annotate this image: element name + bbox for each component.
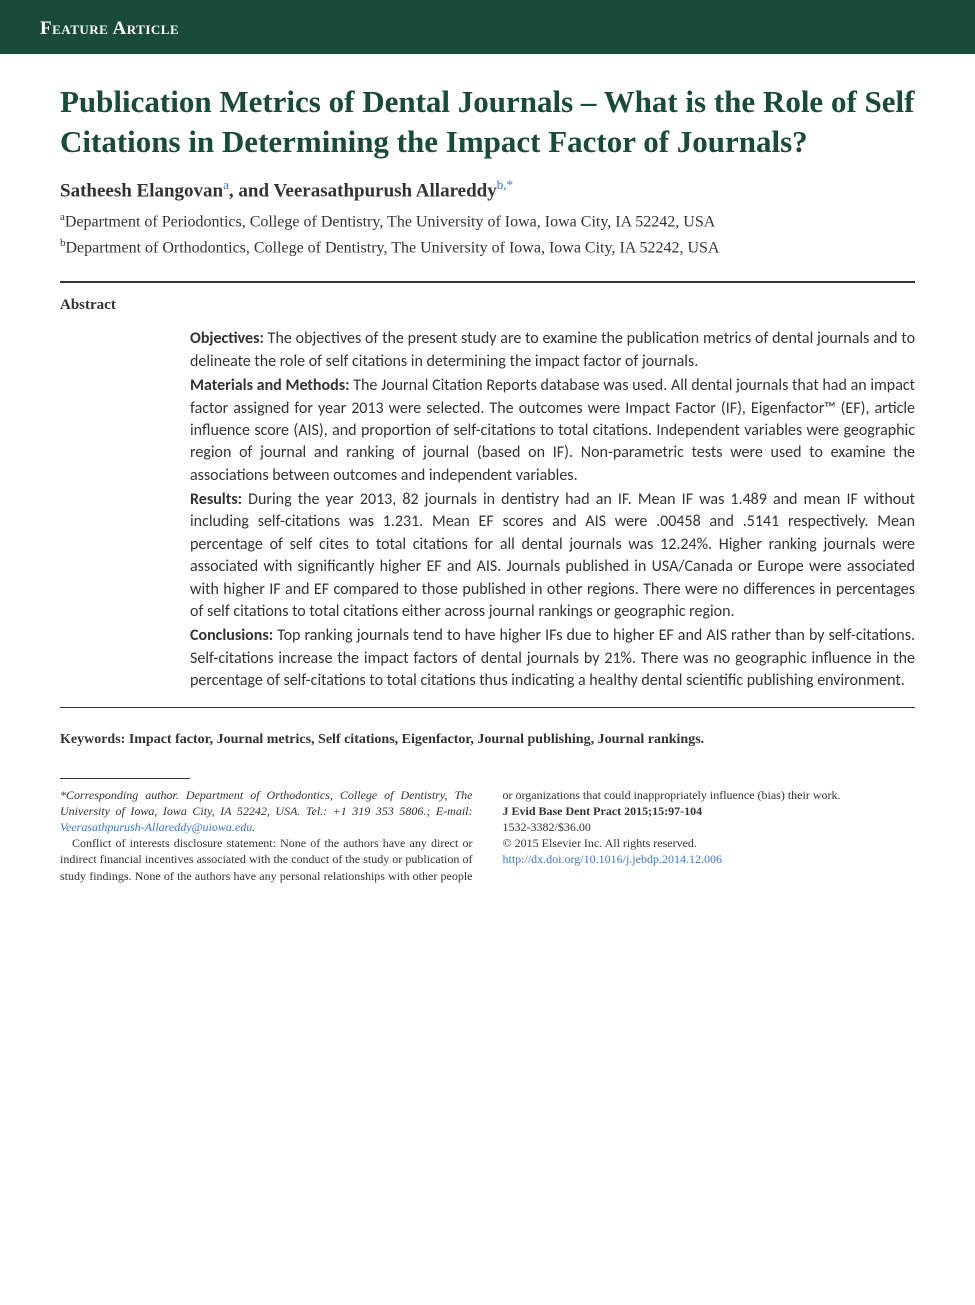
methods-label: Materials and Methods:: [190, 376, 350, 395]
affiliation-b-text: Department of Orthodontics, College of D…: [66, 239, 720, 256]
author-2-affil-sup: b,*: [497, 177, 513, 192]
affiliation-b: bDepartment of Orthodontics, College of …: [60, 236, 915, 260]
conclusions-text: Top ranking journals tend to have higher…: [190, 626, 915, 690]
abstract-conclusions: Conclusions: Top ranking journals tend t…: [190, 625, 915, 692]
corresponding-author: *Corresponding author. Department of Ort…: [60, 788, 473, 834]
article-content: Publication Metrics of Dental Journals –…: [0, 54, 975, 914]
objectives-text: The objectives of the present study are …: [190, 329, 915, 370]
feature-article-label: Feature Article: [40, 18, 179, 39]
divider-bottom: [60, 707, 915, 708]
results-text: During the year 2013, 82 journals in den…: [190, 490, 915, 621]
affiliation-a: aDepartment of Periodontics, College of …: [60, 210, 915, 234]
conclusions-label: Conclusions:: [190, 626, 273, 645]
journal-citation: J Evid Base Dent Pract 2015;15:97-104: [503, 804, 703, 818]
abstract-objectives: Objectives: The objectives of the presen…: [190, 328, 915, 373]
abstract-methods: Materials and Methods: The Journal Citat…: [190, 375, 915, 487]
corresponding-email[interactable]: Veerasathpurush-Allareddy@uiowa.edu: [60, 820, 252, 834]
footer-block: *Corresponding author. Department of Ort…: [60, 787, 915, 884]
objectives-label: Objectives:: [190, 329, 264, 348]
abstract-label: Abstract: [60, 297, 915, 314]
divider-top: [60, 281, 915, 283]
keywords-line: Keywords: Impact factor, Journal metrics…: [60, 732, 915, 748]
header-bar: Feature Article: [0, 0, 975, 54]
abstract-body: Objectives: The objectives of the presen…: [190, 328, 915, 692]
doi-link[interactable]: http://dx.doi.org/10.1016/j.jebdp.2014.1…: [503, 852, 722, 866]
footer-divider: [60, 778, 190, 779]
abstract-results: Results: During the year 2013, 82 journa…: [190, 489, 915, 623]
authors-line: Satheesh Elangovana, and Veerasathpurush…: [60, 177, 915, 202]
results-label: Results:: [190, 490, 242, 509]
article-title: Publication Metrics of Dental Journals –…: [60, 82, 915, 163]
copyright-line: © 2015 Elsevier Inc. All rights reserved…: [503, 836, 697, 850]
author-separator: , and Veerasathpurush Allareddy: [229, 180, 497, 201]
issn-price: 1532-3382/$36.00: [503, 820, 591, 834]
author-1: Satheesh Elangovan: [60, 180, 223, 201]
affiliation-a-text: Department of Periodontics, College of D…: [65, 213, 715, 230]
corresponding-period: .: [252, 820, 255, 834]
corresponding-text: *Corresponding author. Department of Ort…: [60, 788, 473, 818]
